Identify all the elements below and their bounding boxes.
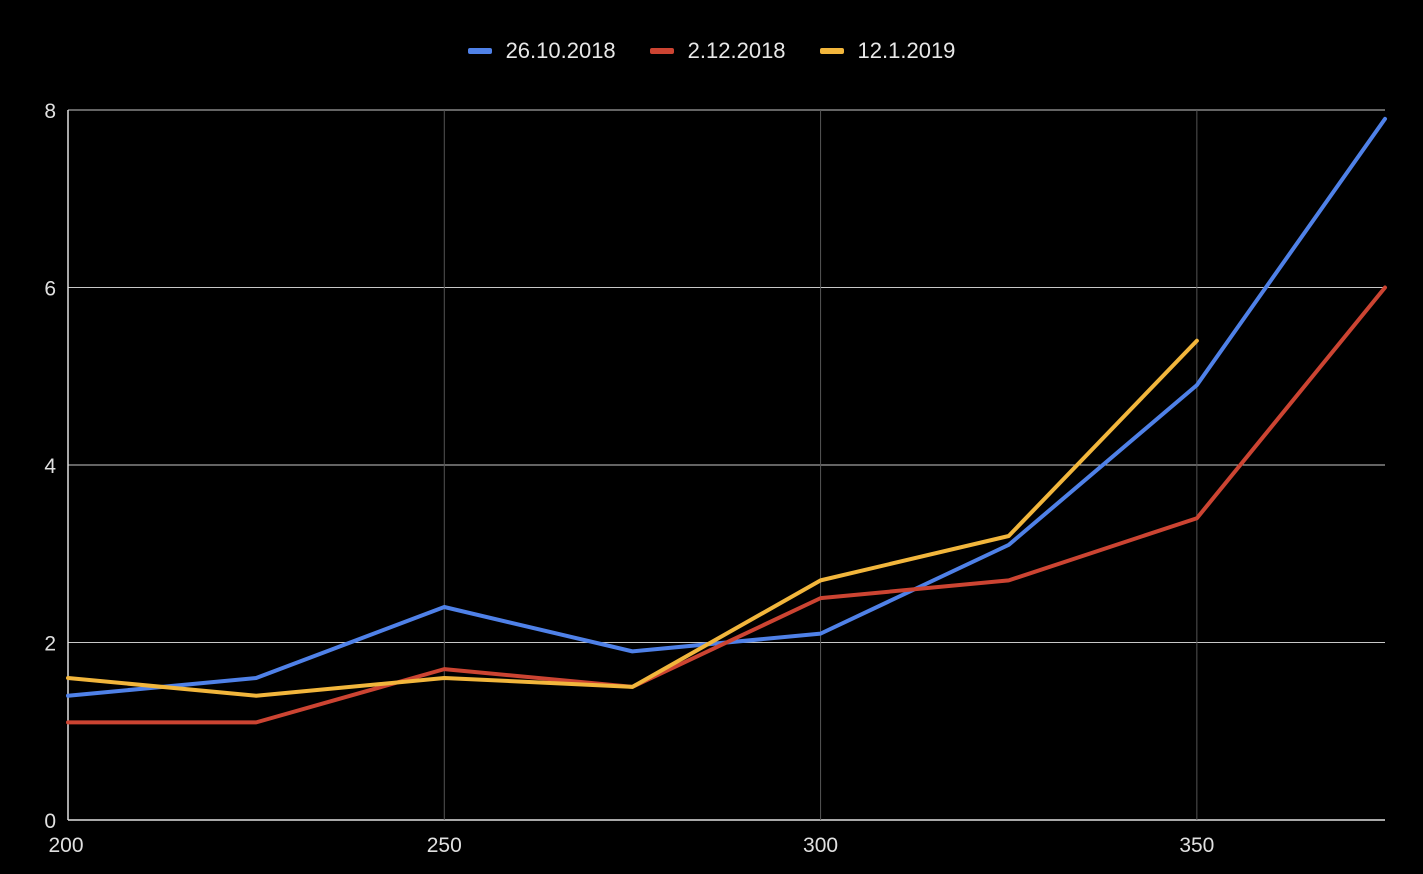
legend-swatch <box>819 48 844 54</box>
legend-item: 12.1.2019 <box>819 38 956 64</box>
y-tick-label: 4 <box>44 455 56 478</box>
y-tick-label: 6 <box>44 278 56 301</box>
legend-label: 2.12.2018 <box>687 38 786 63</box>
x-tick-label: 300 <box>803 834 838 857</box>
x-tick-label: 350 <box>1179 834 1214 857</box>
legend-swatch <box>467 48 492 54</box>
series-line-2 <box>66 285 1387 725</box>
y-tick-label: 2 <box>44 633 56 656</box>
legend-label: 26.10.2018 <box>505 38 616 63</box>
legend-item: 2.12.2018 <box>649 38 786 64</box>
legend-swatch <box>649 48 674 54</box>
series-line-1 <box>66 116 1387 698</box>
legend-item: 26.10.2018 <box>467 38 616 64</box>
legend-label: 12.1.2019 <box>857 38 956 63</box>
series-line-3 <box>66 338 1199 698</box>
y-tick-label: 0 <box>44 810 56 833</box>
x-tick-label: 200 <box>48 834 83 857</box>
y-tick-label: 8 <box>44 100 56 123</box>
legend: 26.10.2018 2.12.2018 12.1.2019 <box>0 38 1423 64</box>
x-tick-label: 250 <box>427 834 462 857</box>
